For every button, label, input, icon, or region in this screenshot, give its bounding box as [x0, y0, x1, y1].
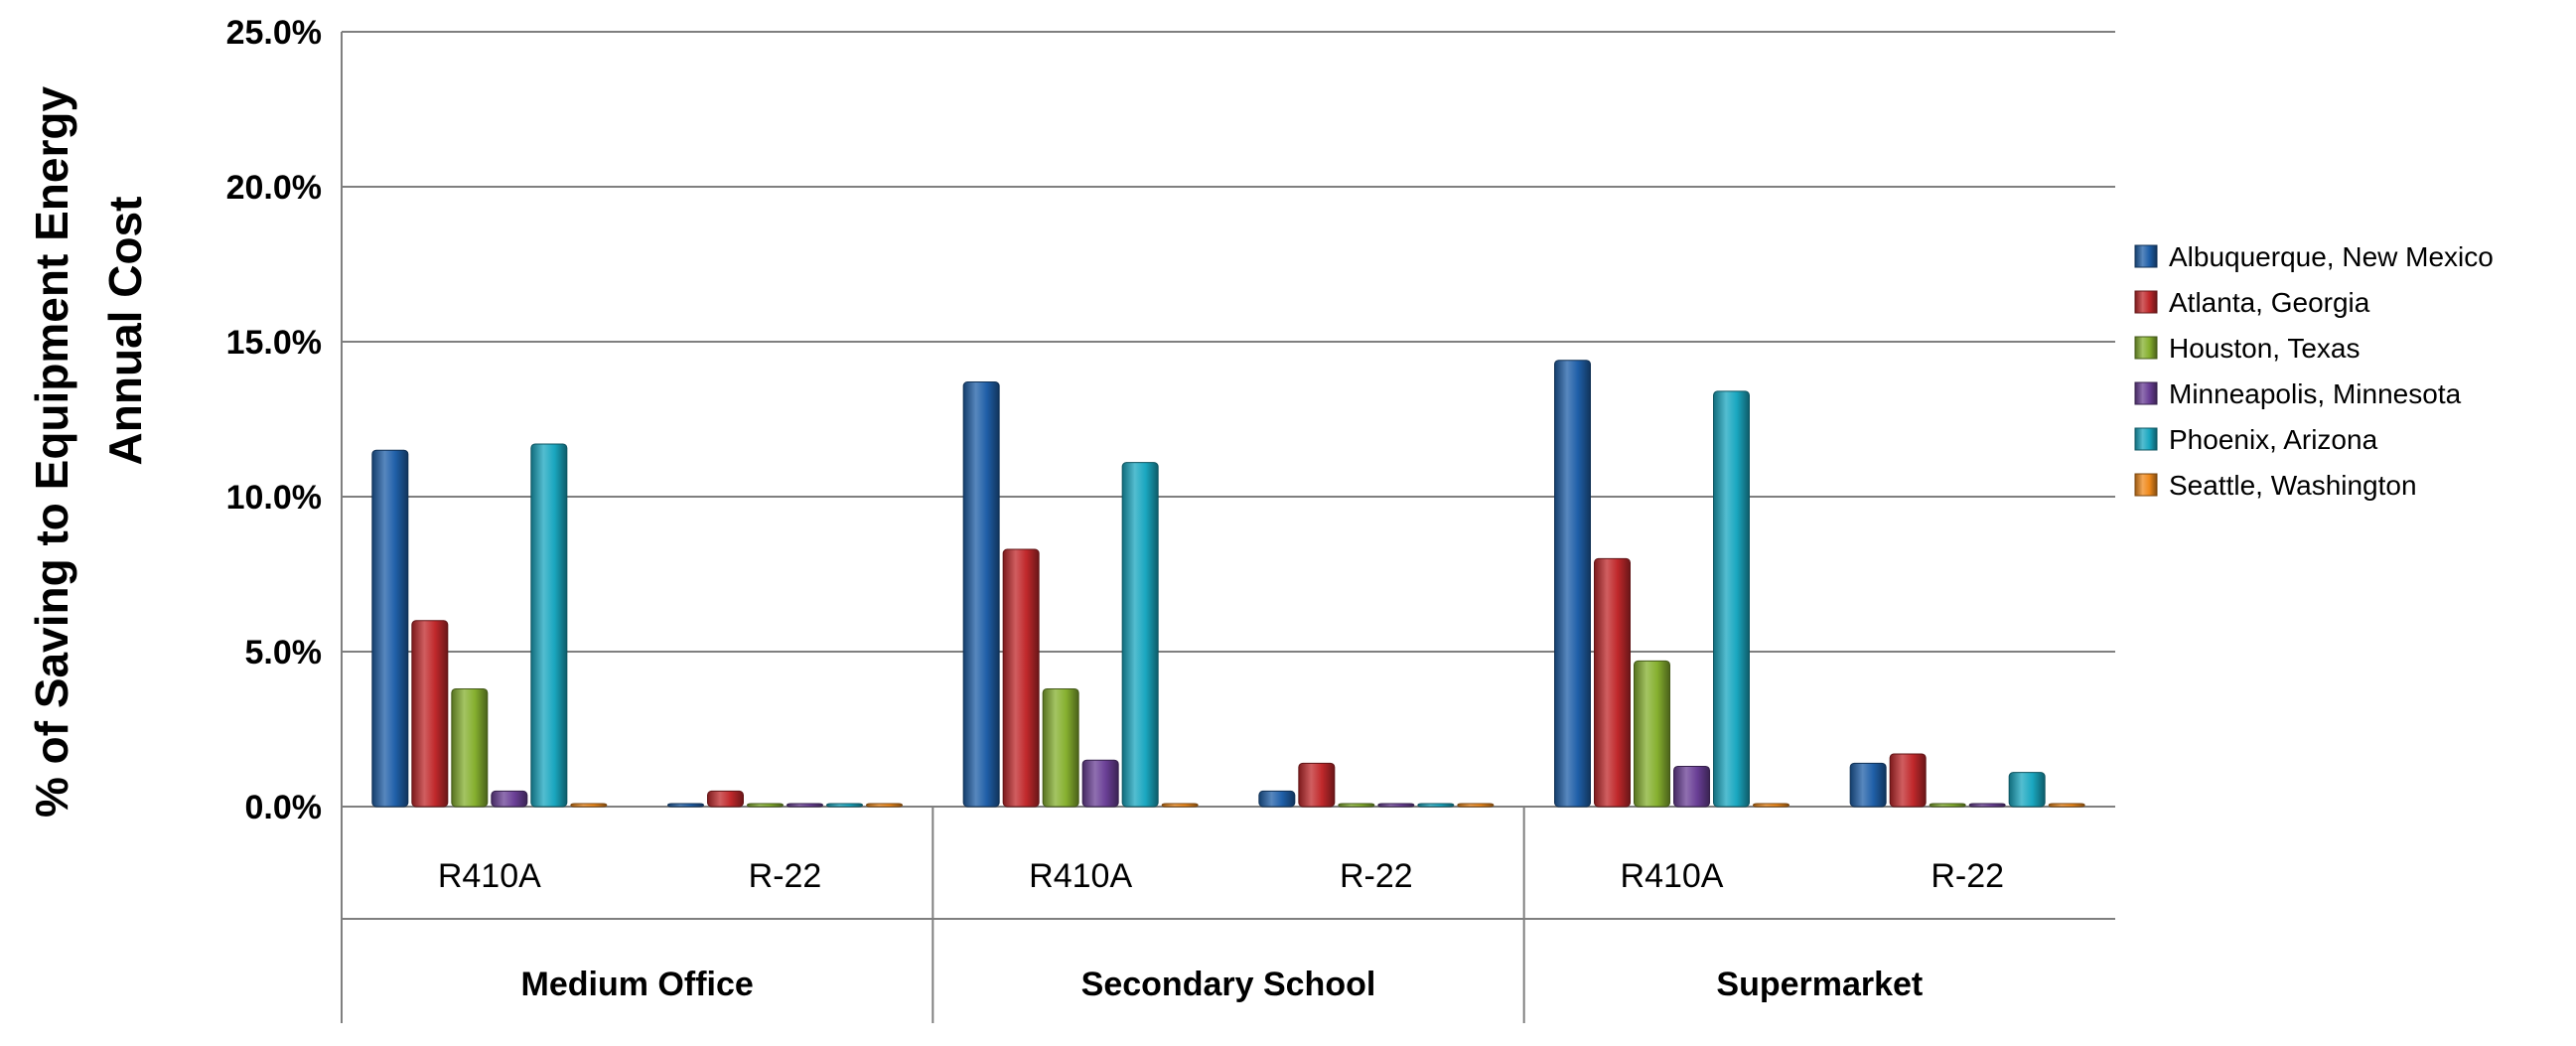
legend-label: Minneapolis, Minnesota	[2169, 378, 2462, 409]
y-tick-label: 25.0%	[226, 14, 322, 52]
bar: Albuquerque, New Mexico: 0.5%	[1258, 790, 1296, 808]
bar: Phoenix, Arizona: 11.7%	[530, 443, 568, 808]
group-label: Supermarket	[1716, 966, 1923, 1003]
legend-label: Phoenix, Arizona	[2169, 424, 2378, 455]
y-axis-title-line-1: % of Saving to Equipment Energy	[26, 86, 77, 818]
group-label: Secondary School	[1081, 966, 1376, 1003]
bar: Atlanta, Georgia: 6%	[411, 620, 449, 808]
bar: Houston, Texas: 4.7%	[1634, 660, 1670, 808]
legend-swatch	[2134, 336, 2158, 360]
bar: Seattle, Washington: 0%	[2048, 803, 2085, 808]
bar: Minneapolis, Minnesota: 0.5%	[491, 790, 528, 808]
bar: Phoenix, Arizona: 11.1%	[1121, 462, 1159, 808]
bar: Albuquerque, New Mexico: 0%	[667, 803, 704, 808]
bar: Phoenix, Arizona: 0%	[826, 803, 863, 808]
bar: Atlanta, Georgia: 0.5%	[707, 790, 744, 808]
bar: Seattle, Washington: 0%	[1161, 803, 1199, 808]
bar: Atlanta, Georgia: 8.3%	[1002, 548, 1040, 808]
bar: Seattle, Washington: 0%	[1457, 803, 1495, 808]
legend-label: Albuquerque, New Mexico	[2169, 241, 2494, 272]
legend: Albuquerque, New Mexico Atlanta, Georgia H…	[2134, 241, 2494, 501]
bar: Atlanta, Georgia: 8%	[1594, 557, 1631, 808]
legend-swatch	[2134, 290, 2158, 314]
bar: Seattle, Washington: 0%	[866, 803, 903, 808]
bar: Phoenix, Arizona: 1.1%	[2008, 772, 2046, 808]
bar: Minneapolis, Minnesota: 0%	[1968, 803, 2006, 808]
y-axis-title-line-2: Annual Cost	[99, 197, 151, 466]
y-tick-label: 20.0%	[226, 169, 322, 207]
group-label: Medium Office	[521, 966, 754, 1003]
bar: Houston, Texas: 3.8%	[451, 687, 489, 808]
legend-swatch	[2134, 473, 2158, 497]
x-tick-label: R410A	[1029, 857, 1132, 895]
axis-labels: 0.0% 5.0% 10.0% 15.0% 20.0% 25.0% R410A R-22 R41…	[26, 14, 2004, 1003]
bar: Albuquerque, New Mexico: 11.5%	[371, 449, 409, 808]
y-tick-label: 15.0%	[226, 324, 322, 362]
y-tick-label: 5.0%	[245, 634, 323, 672]
legend-swatch	[2134, 381, 2158, 405]
bar: Minneapolis, Minnesota: 0%	[787, 803, 823, 808]
bar: Albuquerque, New Mexico: 1.4%	[1849, 762, 1887, 808]
bar: Houston, Texas: 0%	[1338, 803, 1375, 808]
axes	[341, 32, 2115, 1023]
bar: Minneapolis, Minnesota: 1.5%	[1081, 759, 1119, 808]
legend-swatch	[2134, 244, 2158, 268]
bar: Atlanta, Georgia: 1.7%	[1889, 753, 1927, 808]
gridlines	[342, 31, 2115, 653]
bar: Phoenix, Arizona: 0%	[1417, 803, 1455, 808]
bar: Albuquerque, New Mexico: 13.7%	[962, 381, 1000, 808]
bar: Houston, Texas: 0%	[1929, 803, 1966, 808]
bar: Minneapolis, Minnesota: 1.3%	[1673, 765, 1710, 808]
y-tick-label: 0.0%	[245, 789, 323, 826]
legend-label: Atlanta, Georgia	[2169, 287, 2370, 318]
x-tick-label: R-22	[1931, 857, 2004, 895]
bar: Atlanta, Georgia: 1.4%	[1298, 762, 1336, 808]
bar: Seattle, Washington: 0%	[1753, 803, 1789, 808]
y-tick-label: 10.0%	[226, 479, 322, 517]
legend-label: Seattle, Washington	[2169, 470, 2417, 501]
bars: Albuquerque, New Mexico: 11.5%Atlanta, G…	[371, 360, 2085, 808]
bar: Minneapolis, Minnesota: 0%	[1377, 803, 1415, 808]
bar: Houston, Texas: 3.8%	[1042, 687, 1079, 808]
x-tick-label: R-22	[1340, 857, 1413, 895]
x-tick-label: R410A	[1621, 857, 1724, 895]
bar: Phoenix, Arizona: 13.4%	[1713, 390, 1750, 808]
legend-label: Houston, Texas	[2169, 333, 2361, 364]
bar: Albuquerque, New Mexico: 14.4%	[1554, 360, 1591, 808]
bar: Seattle, Washington: 0%	[570, 803, 608, 808]
bar: Houston, Texas: 0%	[747, 803, 784, 808]
x-tick-label: R-22	[749, 857, 822, 895]
legend-swatch	[2134, 427, 2158, 451]
x-tick-label: R410A	[438, 857, 541, 895]
